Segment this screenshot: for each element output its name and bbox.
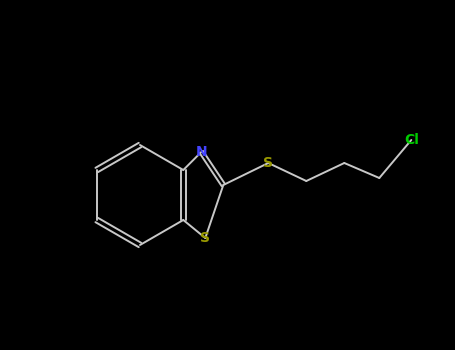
Text: N: N bbox=[196, 145, 207, 159]
Text: Cl: Cl bbox=[404, 133, 419, 147]
Text: S: S bbox=[263, 156, 273, 170]
Text: S: S bbox=[200, 231, 210, 245]
